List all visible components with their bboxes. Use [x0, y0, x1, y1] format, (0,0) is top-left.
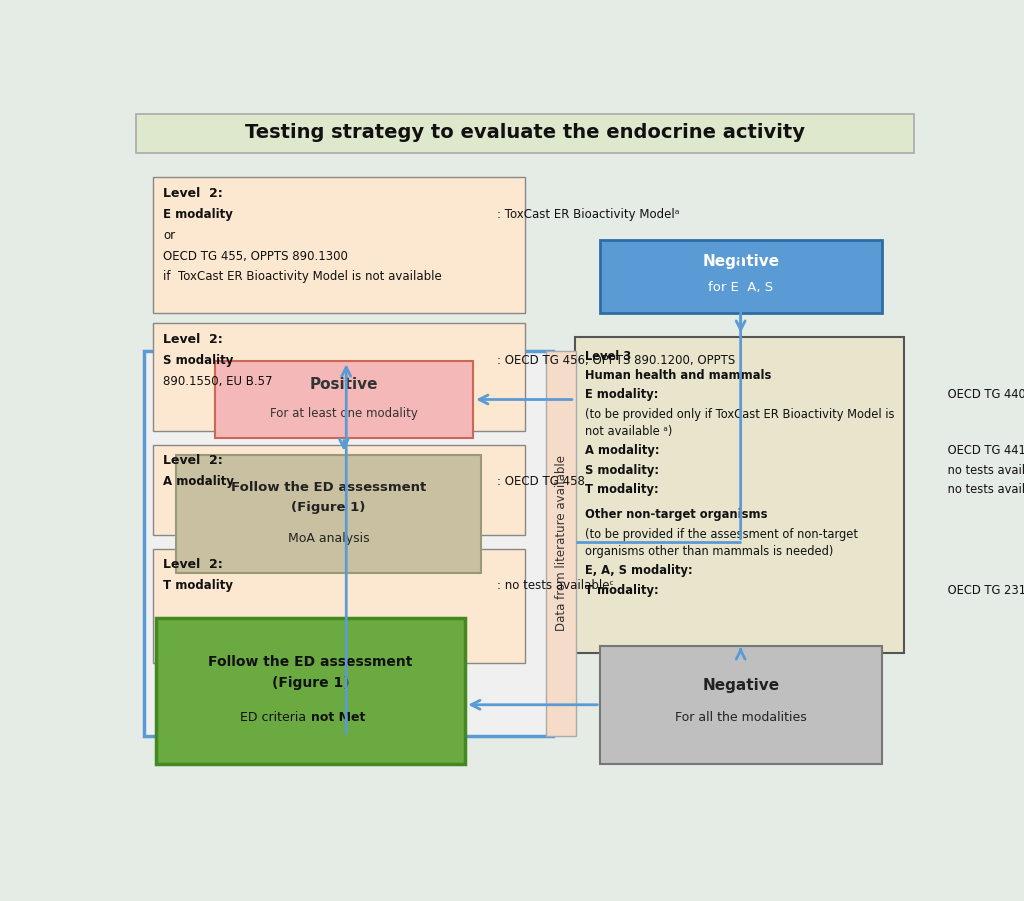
Bar — [215, 361, 473, 438]
Text: Level  2:: Level 2: — [163, 454, 222, 468]
Text: S modality:: S modality: — [585, 464, 659, 477]
Text: MoA analysis: MoA analysis — [288, 532, 370, 545]
Text: ED criteria: ED criteria — [241, 711, 310, 724]
Text: E modality: E modality — [163, 208, 232, 221]
Text: OECD TG 441: OECD TG 441 — [944, 444, 1024, 458]
Text: T modality: T modality — [163, 579, 232, 592]
Text: organisms other than mammals is needed): organisms other than mammals is needed) — [585, 545, 834, 558]
Text: S modality: S modality — [163, 354, 233, 367]
Bar — [154, 549, 524, 663]
Text: T modality:: T modality: — [585, 483, 658, 496]
Text: (to be provided if the assessment of non-target: (to be provided if the assessment of non… — [585, 528, 858, 541]
Text: Level 3: Level 3 — [585, 350, 632, 362]
Text: E modality:: E modality: — [585, 388, 658, 402]
Text: : OECD TG 456, OPPTS 890.1200, OPPTS: : OECD TG 456, OPPTS 890.1200, OPPTS — [497, 354, 735, 367]
Text: : OECD TG 458: : OECD TG 458 — [497, 475, 585, 488]
Text: (Figure 1): (Figure 1) — [271, 676, 349, 689]
Text: A modality: A modality — [163, 475, 233, 488]
Bar — [600, 240, 882, 313]
Text: OECD TG 440: OECD TG 440 — [944, 388, 1024, 402]
Text: or: or — [163, 229, 175, 241]
Text: Human health and mammals: Human health and mammals — [585, 369, 771, 382]
Bar — [574, 337, 904, 652]
Text: (Figure 1): (Figure 1) — [291, 501, 366, 514]
Text: no tests availableᶜ: no tests availableᶜ — [944, 483, 1024, 496]
Text: E, A, S modality:: E, A, S modality: — [585, 564, 693, 578]
Text: for E, A, S: for E, A, S — [709, 281, 773, 294]
Text: Testing strategy to evaluate the endocrine activity: Testing strategy to evaluate the endocri… — [245, 123, 805, 141]
Text: For at least one modality: For at least one modality — [270, 407, 418, 420]
Bar — [154, 177, 524, 313]
Text: Negative: Negative — [702, 678, 779, 693]
Bar — [600, 646, 882, 764]
Text: Level  2:: Level 2: — [163, 332, 222, 346]
Text: T modality:: T modality: — [585, 584, 658, 596]
Text: Follow the ED assessment: Follow the ED assessment — [230, 481, 426, 494]
Text: (to be provided only if ToxCast ER Bioactivity Model is: (to be provided only if ToxCast ER Bioac… — [585, 408, 895, 421]
Bar — [143, 350, 553, 736]
Bar — [546, 350, 577, 736]
Text: Data from literature available: Data from literature available — [555, 456, 567, 632]
Text: not available ᵃ): not available ᵃ) — [585, 425, 673, 438]
Bar — [136, 114, 913, 153]
Text: Level  2:: Level 2: — [163, 559, 222, 571]
Bar — [156, 618, 465, 764]
Bar — [176, 455, 481, 573]
Text: OECD TG 231: OECD TG 231 — [944, 584, 1024, 596]
Text: Other non-target organisms: Other non-target organisms — [585, 508, 768, 522]
Text: A modality:: A modality: — [585, 444, 659, 458]
Text: not Met: not Met — [310, 711, 365, 724]
Text: 890.1550, EU B.57: 890.1550, EU B.57 — [163, 375, 272, 387]
Text: no tests availableᵇ: no tests availableᵇ — [944, 464, 1024, 477]
Text: Positive: Positive — [310, 377, 379, 392]
Text: OECD TG 455, OPPTS 890.1300: OECD TG 455, OPPTS 890.1300 — [163, 250, 348, 263]
Text: For all the modalities: For all the modalities — [675, 711, 807, 724]
Bar — [154, 323, 524, 431]
Text: : ToxCast ER Bioactivity Modelᵃ: : ToxCast ER Bioactivity Modelᵃ — [497, 208, 679, 221]
Text: Negative: Negative — [702, 253, 779, 268]
Text: if  ToxCast ER Bioactivity Model is not available: if ToxCast ER Bioactivity Model is not a… — [163, 270, 441, 284]
Text: Level  2:: Level 2: — [163, 187, 222, 200]
Text: : no tests availableᶜ: : no tests availableᶜ — [497, 579, 613, 592]
Bar — [154, 444, 524, 535]
Text: Follow the ED assessment: Follow the ED assessment — [208, 655, 413, 669]
